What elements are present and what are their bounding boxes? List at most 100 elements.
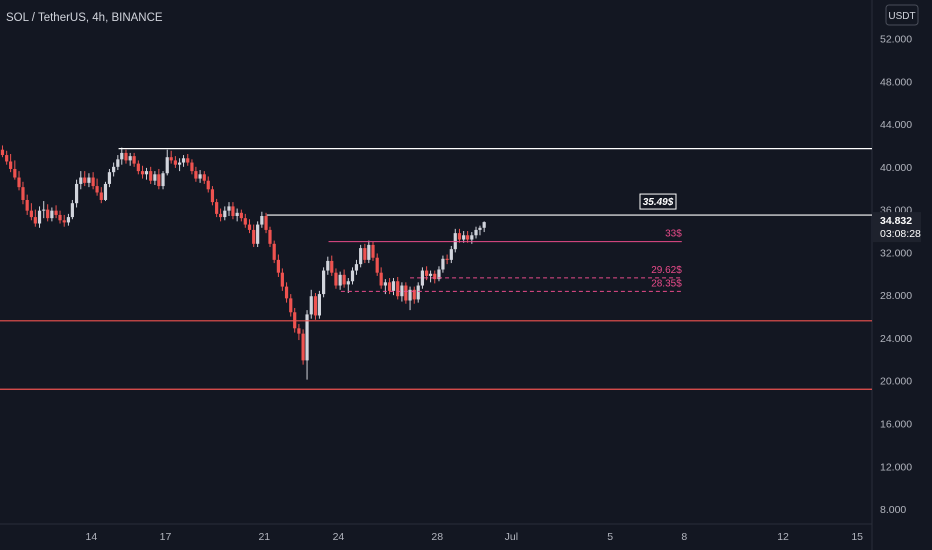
- candle-body: [313, 296, 318, 316]
- candle: [322, 267, 326, 298]
- candle: [29, 203, 33, 221]
- candle-countdown: 03:08:28: [880, 228, 921, 240]
- candle-body: [74, 183, 79, 204]
- horizontal-levels: 35.49$: [0, 148, 872, 390]
- time-tick-label: 15: [851, 531, 863, 543]
- candle: [433, 270, 437, 284]
- candle: [313, 293, 318, 320]
- candle: [280, 268, 284, 291]
- candle-body: [50, 210, 54, 219]
- candle: [441, 255, 445, 273]
- level-label-text: 35.49$: [643, 197, 674, 208]
- last-price-value: 34.832: [880, 215, 912, 227]
- candle-body: [428, 273, 433, 276]
- candle: [309, 289, 313, 319]
- candle: [177, 158, 182, 172]
- candle-body: [91, 177, 95, 187]
- candle-body: [107, 172, 112, 184]
- candle: [103, 181, 108, 202]
- candle: [186, 153, 190, 166]
- candle: [247, 219, 252, 234]
- candle-body: [5, 155, 9, 162]
- candle-body: [437, 269, 441, 280]
- target-levels: 33$ 29.62$ 28.35$: [328, 229, 682, 292]
- price-tick-label: 12.000: [880, 461, 912, 473]
- candle-body: [153, 174, 157, 181]
- candle: [54, 205, 58, 219]
- candle: [478, 225, 482, 236]
- candle: [412, 286, 416, 304]
- candle: [107, 168, 112, 188]
- candle: [305, 310, 309, 380]
- candle: [387, 278, 392, 295]
- candle-body: [449, 249, 453, 260]
- time-tick-label: 5: [607, 531, 613, 543]
- target-level-label: 33$: [665, 229, 682, 240]
- candle: [206, 176, 210, 193]
- candle-body: [190, 162, 194, 172]
- candle: [132, 152, 136, 167]
- candle-body: [95, 186, 99, 193]
- candle: [95, 178, 99, 196]
- symbol-title[interactable]: SOL / TetherUS, 4h, BINANCE: [6, 12, 163, 24]
- candle-body: [243, 218, 247, 225]
- candle-body: [157, 174, 161, 187]
- candle: [227, 202, 231, 217]
- candle-body: [272, 243, 276, 260]
- candle-body: [367, 244, 371, 260]
- candle-body: [215, 202, 219, 214]
- price-axis[interactable]: 52.00048.00044.00040.00036.00032.00028.0…: [871, 0, 912, 550]
- price-tick-label: 20.000: [880, 376, 912, 388]
- candle-body: [453, 233, 457, 250]
- candle-body: [99, 192, 103, 200]
- candle: [42, 201, 46, 219]
- candle-body: [83, 177, 87, 183]
- candle-body: [37, 210, 42, 224]
- candle-body: [202, 174, 206, 181]
- price-tick-label: 28.000: [880, 290, 912, 302]
- candle-body: [54, 210, 58, 215]
- candle: [326, 256, 330, 275]
- candle: [276, 254, 280, 277]
- candle: [239, 209, 243, 222]
- candle-body: [354, 264, 359, 271]
- candle-body: [387, 282, 392, 291]
- price-tick-label: 8.000: [880, 504, 906, 516]
- candle: [367, 240, 371, 264]
- candle: [346, 278, 350, 294]
- price-tick-label: 52.000: [880, 33, 912, 45]
- candle-body: [66, 217, 71, 223]
- candle: [66, 213, 71, 226]
- candle: [17, 171, 21, 191]
- candle-body: [161, 173, 165, 187]
- candle-body: [21, 187, 25, 200]
- candle: [74, 179, 79, 208]
- candle-body: [445, 258, 449, 260]
- candle-body: [379, 272, 383, 286]
- candle-body: [408, 289, 412, 301]
- candle: [453, 228, 457, 253]
- candlestick-series: [0, 145, 486, 380]
- candle-body: [391, 281, 396, 291]
- candle: [445, 254, 449, 265]
- candle-body: [247, 224, 252, 230]
- candle-body: [235, 212, 239, 217]
- candle-body: [62, 220, 66, 223]
- candle: [235, 208, 239, 222]
- candle: [396, 276, 400, 300]
- currency-button[interactable]: USDT: [885, 4, 919, 26]
- level-label: 35.49$: [639, 193, 677, 210]
- time-tick-label: 14: [86, 531, 98, 543]
- candle-body: [194, 171, 198, 179]
- candle: [457, 228, 462, 243]
- price-tick-label: 40.000: [880, 162, 912, 174]
- candle: [330, 255, 334, 276]
- time-axis[interactable]: 14 17 21 24 28 Jul 5 8 12 15: [0, 523, 872, 543]
- candle-body: [79, 177, 83, 184]
- candle: [428, 270, 433, 283]
- target-level-label: 29.62$: [651, 265, 682, 276]
- candle: [420, 267, 425, 289]
- candle-body: [474, 229, 478, 236]
- candle: [210, 186, 215, 206]
